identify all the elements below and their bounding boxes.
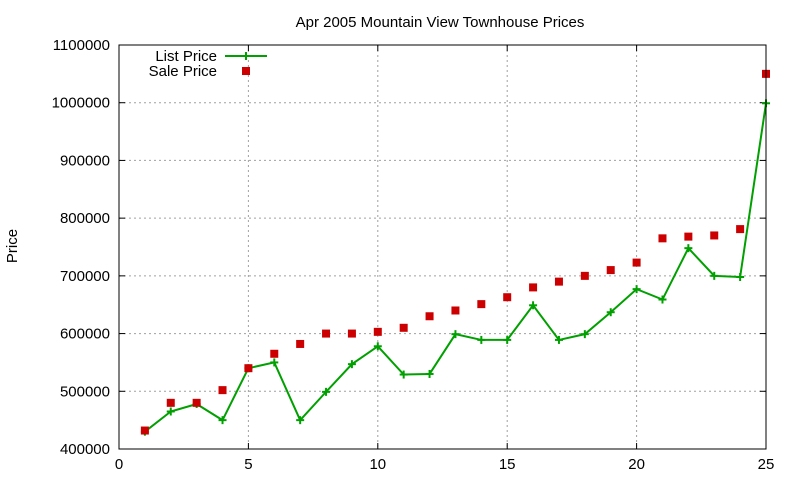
list-price-point [580, 330, 589, 339]
sale-price-point [554, 277, 563, 286]
sale-price-point [580, 271, 589, 280]
list-price-point [451, 330, 460, 339]
sale-price-point [399, 323, 408, 332]
list-price-point [658, 295, 667, 304]
legend-marker-list-price [242, 52, 250, 60]
sale-price-point [451, 306, 460, 315]
chart-title: Apr 2005 Mountain View Townhouse Prices [296, 14, 585, 31]
y-tick-label: 600000 [60, 326, 110, 343]
list-price-point [554, 335, 563, 344]
y-tick-label: 1100000 [53, 37, 110, 54]
list-price-point [399, 370, 408, 379]
series-line-list-price [144, 103, 767, 433]
list-price-point [477, 335, 486, 344]
legend-plus-icon [242, 52, 250, 60]
legend-marker-sale-price [242, 67, 250, 75]
list-price-point [322, 387, 331, 396]
y-tick-label: 700000 [60, 268, 110, 285]
x-tick-label: 0 [115, 456, 123, 473]
list-price-point [218, 416, 227, 425]
sale-price-point [503, 293, 512, 302]
y-axis-label: Price [4, 229, 21, 263]
sale-price-point [606, 266, 615, 275]
sale-price-point [166, 398, 175, 407]
list-price-point [270, 358, 279, 367]
list-price-point [736, 273, 745, 282]
sale-price-point [322, 329, 331, 338]
sale-price-point [477, 300, 486, 309]
legend: List Price Sale Price [149, 48, 267, 80]
x-tick-label: 15 [499, 456, 516, 473]
sale-price-point [347, 329, 356, 338]
list-price-point [166, 407, 175, 416]
list-price-point [529, 301, 538, 310]
sale-price-point [140, 426, 149, 435]
sale-price-point [684, 232, 693, 241]
grid [119, 45, 766, 449]
list-price-point [710, 271, 719, 280]
sale-price-point [658, 234, 667, 243]
y-tick-label: 900000 [60, 152, 110, 169]
sale-price-point [192, 398, 201, 407]
y-tick-label: 800000 [60, 210, 110, 227]
list-price-point [684, 244, 693, 253]
x-tick-label: 25 [758, 456, 775, 473]
list-price-point [425, 369, 434, 378]
list-price-point [296, 416, 305, 425]
sale-price-point [373, 327, 382, 336]
legend-label-sale-price: Sale Price [149, 63, 217, 80]
sale-price-point [425, 312, 434, 321]
sale-price-point [736, 225, 745, 234]
y-tick-label: 400000 [60, 441, 110, 458]
sale-price-point [632, 258, 641, 267]
sale-price-point [710, 231, 719, 240]
list-price-point [503, 335, 512, 344]
legend-label-list-price: List Price [155, 48, 217, 65]
list-price-point [632, 285, 641, 294]
x-tick-label: 5 [244, 456, 252, 473]
series-layer [140, 69, 770, 436]
y-tick-label: 1000000 [52, 95, 110, 112]
list-price-point [373, 342, 382, 351]
sale-price-point [296, 339, 305, 348]
sale-price-point [270, 349, 279, 358]
plot-frame [118, 44, 767, 450]
sale-price-point [218, 386, 227, 395]
sale-price-point [529, 283, 538, 292]
sale-price-point [244, 364, 253, 373]
list-price-point [606, 308, 615, 317]
x-tick-label: 10 [369, 456, 386, 473]
x-tick-label: 20 [628, 456, 645, 473]
y-tick-label: 500000 [60, 383, 110, 400]
list-price-point [347, 360, 356, 369]
